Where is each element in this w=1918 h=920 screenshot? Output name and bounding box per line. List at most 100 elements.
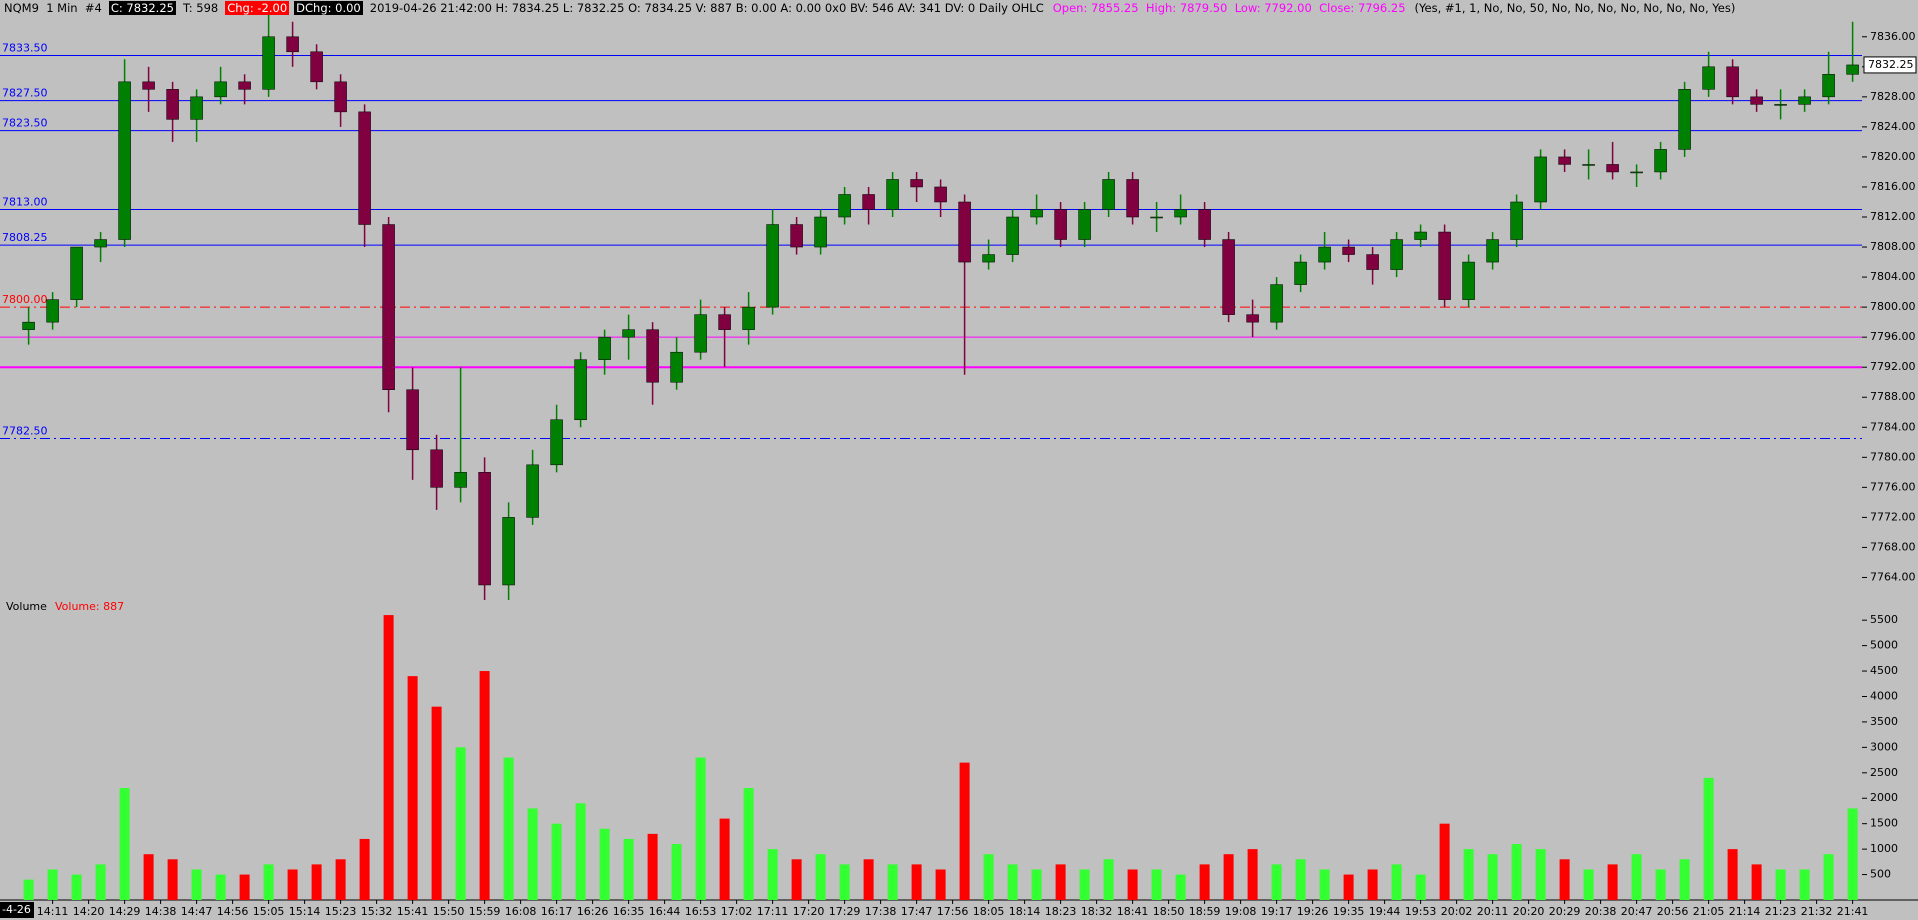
x-tick-label: 20:47 <box>1621 905 1653 918</box>
volume-bar <box>1271 864 1282 900</box>
candle-body <box>166 89 179 120</box>
y-tick-label: 7796.00 <box>1870 330 1916 343</box>
y-tick-label: 7808.00 <box>1870 240 1916 253</box>
volume-bar <box>1847 808 1858 900</box>
candle-body <box>742 306 755 330</box>
candle-body <box>118 81 131 240</box>
volume-bar <box>1223 854 1234 900</box>
volume-bar <box>383 615 394 900</box>
volume-bar <box>1559 859 1570 900</box>
volume-tick-label: 2500 <box>1870 766 1898 779</box>
candle-body <box>982 254 995 263</box>
volume-bar <box>263 864 274 900</box>
level-label: 7800.00 <box>2 293 48 306</box>
candle-body <box>550 419 563 466</box>
volume-bar <box>1247 849 1258 900</box>
level-label: 7833.50 <box>2 42 48 55</box>
y-tick-label: 7768.00 <box>1870 540 1916 553</box>
candle-body <box>886 179 899 210</box>
y-tick-label: 7788.00 <box>1870 390 1916 403</box>
x-tick-label: 21:05 <box>1693 905 1725 918</box>
candle-body <box>1030 209 1043 218</box>
volume-bar <box>1367 869 1378 900</box>
volume-bar <box>1127 869 1138 900</box>
volume-bar <box>95 864 106 900</box>
x-tick-label: 21:41 <box>1837 905 1869 918</box>
volume-bar <box>1295 859 1306 900</box>
candle-body <box>814 216 827 248</box>
volume-bar <box>1727 849 1738 900</box>
volume-bar <box>1175 874 1186 900</box>
volume-bar <box>911 864 922 900</box>
volume-tick-label: 5000 <box>1870 639 1898 652</box>
candle-body <box>1702 66 1715 90</box>
x-tick-label: 18:50 <box>1153 905 1185 918</box>
volume-bar <box>1703 777 1714 900</box>
candle-body <box>526 464 539 518</box>
volume-bar <box>1319 869 1330 900</box>
candle-body <box>1390 239 1403 270</box>
x-tick-label: 21:14 <box>1729 905 1761 918</box>
x-tick-label: 17:38 <box>865 905 897 918</box>
volume-bar <box>71 874 82 900</box>
volume-bar <box>1079 869 1090 900</box>
x-tick-label: 15:23 <box>325 905 357 918</box>
x-tick-label: 16:44 <box>649 905 681 918</box>
candle-body <box>718 314 731 330</box>
candle-body <box>1822 74 1835 98</box>
candle-body <box>1534 156 1547 203</box>
volume-bar <box>455 747 466 900</box>
candle-body <box>934 186 947 203</box>
x-tick-label: 21:32 <box>1801 905 1833 918</box>
candle-body <box>1102 179 1115 210</box>
x-tick-label: 19:08 <box>1225 905 1257 918</box>
candle-body <box>694 314 707 353</box>
volume-tick-label: 4000 <box>1870 689 1898 702</box>
candle-body <box>1462 261 1475 300</box>
volume-bar <box>1799 869 1810 900</box>
x-tick-label: 19:35 <box>1333 905 1365 918</box>
volume-bar <box>503 757 514 900</box>
volume-bar <box>1631 854 1642 900</box>
volume-bar <box>1583 869 1594 900</box>
candle-body <box>1414 231 1427 240</box>
volume-bar <box>1679 859 1690 900</box>
volume-tick-label: 3500 <box>1870 715 1898 728</box>
y-tick-label: 7800.00 <box>1870 300 1916 313</box>
x-tick-label: 20:56 <box>1657 905 1689 918</box>
candle-body <box>1198 209 1211 240</box>
y-tick-label: 7816.00 <box>1870 180 1916 193</box>
level-label: 7823.50 <box>2 117 48 130</box>
x-tick-label: 17:11 <box>757 905 789 918</box>
header-item: DChg: 0.00 <box>294 1 363 15</box>
candle-body <box>598 336 611 360</box>
candle-body <box>1150 216 1163 219</box>
y-tick-label: 7820.00 <box>1870 150 1916 163</box>
candle-body <box>1222 239 1235 315</box>
candle-body <box>1798 96 1811 105</box>
candle-body <box>238 81 251 90</box>
x-tick-label: 14:11 <box>37 905 69 918</box>
candle-body <box>310 51 323 83</box>
y-tick-label: 7836.00 <box>1870 30 1916 43</box>
x-tick-label: 14:29 <box>109 905 141 918</box>
y-tick-label: 7824.00 <box>1870 120 1916 133</box>
candle-body <box>454 472 467 488</box>
x-tick-label: 17:29 <box>829 905 861 918</box>
candle-body <box>70 246 83 300</box>
x-tick-label: 18:32 <box>1081 905 1113 918</box>
candle-body <box>1582 164 1595 166</box>
candle-body <box>1294 261 1307 285</box>
level-label: 7782.50 <box>2 425 48 438</box>
candle-body <box>1606 164 1619 173</box>
volume-bar <box>167 859 178 900</box>
x-tick-label: 15:59 <box>469 905 501 918</box>
volume-bar <box>215 874 226 900</box>
x-tick-label: 15:14 <box>289 905 321 918</box>
volume-bar <box>1463 849 1474 900</box>
volume-bar <box>863 859 874 900</box>
y-tick-label: 7812.00 <box>1870 210 1916 223</box>
y-tick-label: 7764.00 <box>1870 570 1916 583</box>
volume-bar <box>791 859 802 900</box>
